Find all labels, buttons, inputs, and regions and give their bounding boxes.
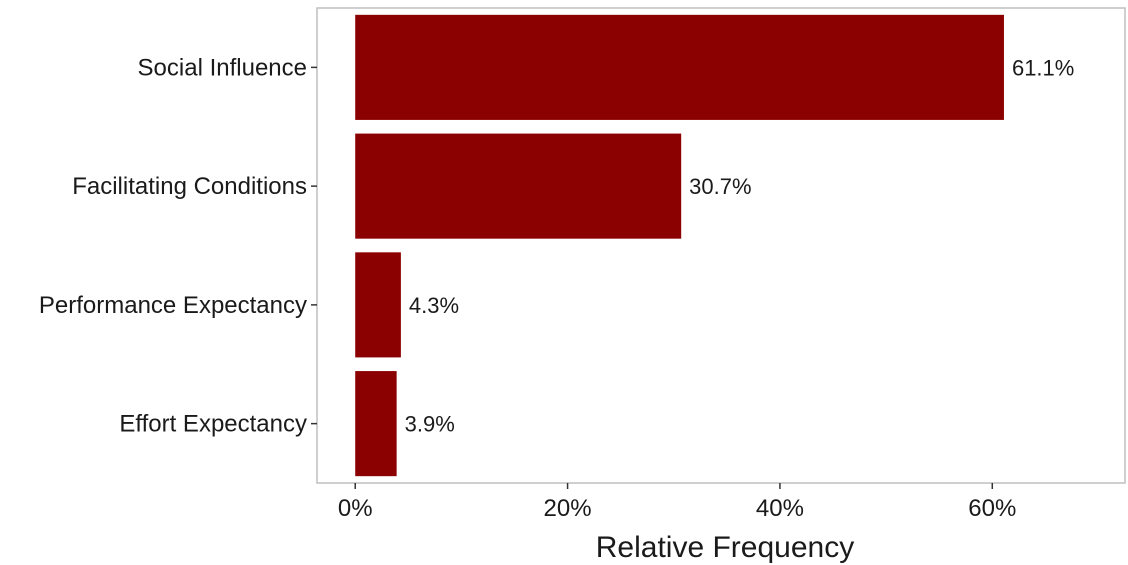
y-axis: Social Influence Facilitating Conditions P…: [39, 54, 317, 438]
bar-1: [355, 133, 682, 239]
x-axis-title: Relative Frequency: [596, 531, 854, 564]
x-axis: 0% 20% 40% 60%: [338, 483, 1016, 522]
labels-layer: 61.1% 30.7% 4.3% 3.9%: [405, 55, 1075, 436]
bar-0: [355, 14, 1004, 120]
x-tick-label-0: 0%: [338, 495, 373, 522]
data-label-2: 4.3%: [409, 293, 459, 318]
category-label-3: Effort Expectancy: [119, 411, 307, 438]
x-tick-label-3: 60%: [968, 495, 1016, 522]
bars-layer: [355, 14, 1004, 477]
category-label-0: Social Influence: [138, 54, 307, 81]
x-tick-label-2: 40%: [756, 495, 804, 522]
x-tick-label-1: 20%: [544, 495, 592, 522]
bar-3: [355, 371, 397, 477]
category-label-2: Performance Expectancy: [39, 292, 307, 319]
category-label-1: Facilitating Conditions: [72, 173, 307, 200]
data-label-0: 61.1%: [1012, 55, 1074, 80]
data-label-1: 30.7%: [689, 174, 751, 199]
data-label-3: 3.9%: [405, 412, 455, 437]
bar-2: [355, 252, 401, 358]
